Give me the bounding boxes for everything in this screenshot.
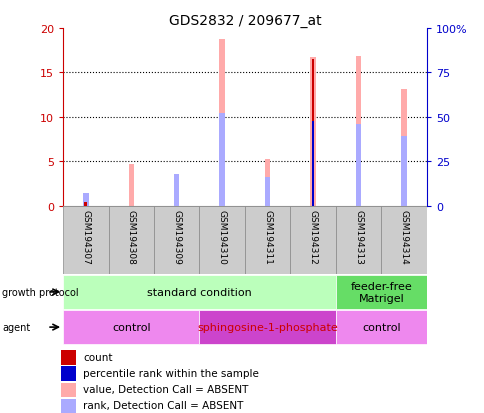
Bar (84, 202, 87, 206)
Text: percentile rank within the sample: percentile rank within the sample (83, 368, 258, 378)
Bar (355, 125, 361, 206)
Bar (153, 206, 199, 275)
Bar (244, 206, 290, 275)
Text: GSM194313: GSM194313 (353, 209, 363, 264)
Bar (355, 57, 361, 206)
Bar (60, 351, 76, 365)
Bar (60, 382, 76, 396)
Bar (400, 136, 406, 206)
Bar (310, 58, 315, 206)
Text: control: control (361, 322, 400, 332)
Bar (60, 367, 76, 381)
Text: value, Detection Call = ABSENT: value, Detection Call = ABSENT (83, 384, 248, 394)
Text: count: count (83, 352, 112, 362)
Bar (83, 193, 88, 206)
Bar (219, 114, 225, 206)
Text: rank, Detection Call = ABSENT: rank, Detection Call = ABSENT (83, 400, 243, 410)
Bar (63, 311, 199, 344)
Text: growth protocol: growth protocol (2, 287, 79, 297)
Text: agent: agent (2, 322, 30, 332)
Text: control: control (112, 322, 150, 332)
Text: feeder-free
Matrigel: feeder-free Matrigel (350, 281, 411, 303)
Bar (311, 122, 314, 206)
Bar (290, 206, 335, 275)
Text: sphingosine-1-phosphate: sphingosine-1-phosphate (197, 322, 337, 332)
Bar (83, 197, 88, 206)
Bar (335, 275, 426, 309)
Text: GSM194311: GSM194311 (263, 209, 272, 264)
Bar (311, 60, 314, 206)
Bar (199, 206, 244, 275)
Bar (174, 188, 179, 206)
Text: GSM194314: GSM194314 (399, 209, 408, 264)
Text: standard condition: standard condition (147, 287, 251, 297)
Bar (264, 177, 270, 206)
Bar (63, 206, 108, 275)
Bar (335, 311, 426, 344)
Text: GSM194307: GSM194307 (81, 209, 90, 264)
Bar (63, 275, 335, 309)
Bar (174, 175, 179, 206)
Title: GDS2832 / 209677_at: GDS2832 / 209677_at (168, 14, 320, 28)
Bar (60, 399, 76, 413)
Text: GSM194310: GSM194310 (217, 209, 226, 264)
Bar (108, 206, 153, 275)
Bar (264, 159, 270, 206)
Bar (335, 206, 380, 275)
Bar (400, 89, 406, 206)
Bar (199, 311, 335, 344)
Text: GSM194308: GSM194308 (126, 209, 136, 264)
Bar (128, 165, 134, 206)
Text: GSM194309: GSM194309 (172, 209, 181, 264)
Bar (380, 206, 426, 275)
Text: GSM194312: GSM194312 (308, 209, 317, 264)
Bar (219, 40, 225, 206)
